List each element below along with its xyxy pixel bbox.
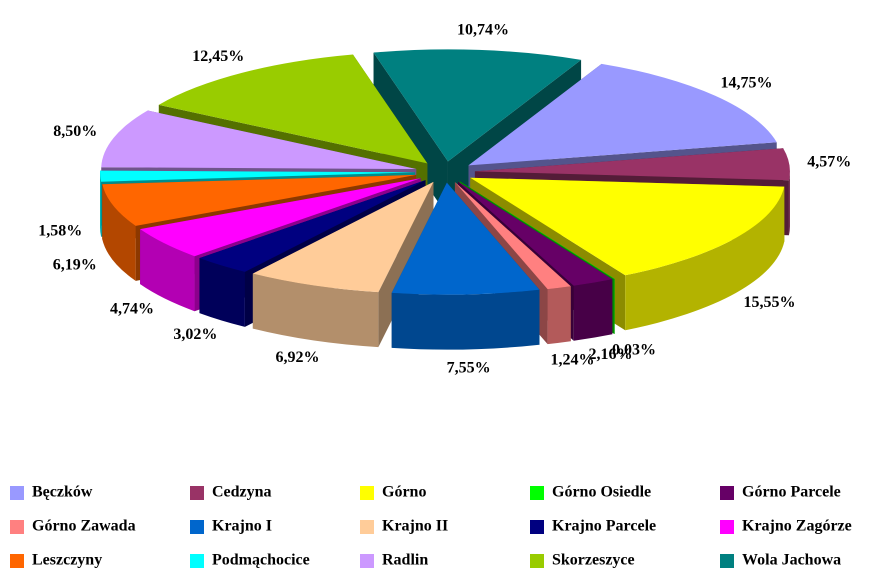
data-label: 3,02%: [173, 326, 217, 343]
legend-swatch: [530, 554, 544, 568]
legend-label: Wola Jachowa: [742, 552, 841, 569]
legend-swatch: [190, 554, 204, 568]
slice: [100, 170, 416, 182]
slice-side: [788, 171, 790, 236]
slice-side: [102, 184, 136, 281]
legend-swatch: [360, 554, 374, 568]
data-label: 1,58%: [38, 222, 82, 239]
legend-swatch: [10, 554, 24, 568]
data-label: 12,45%: [192, 48, 244, 65]
legend-label: Cedzyna: [212, 484, 272, 501]
data-label: 10,74%: [457, 21, 509, 38]
slice-side: [573, 279, 613, 341]
legend-label: Górno Osiedle: [552, 484, 651, 501]
legend-label: Podmąchocice: [212, 552, 310, 569]
legend-label: Radlin: [382, 552, 428, 569]
legend-swatch: [720, 554, 734, 568]
legend-swatch: [190, 486, 204, 500]
slice: [459, 181, 615, 279]
slice: [470, 177, 785, 276]
data-label: 4,74%: [110, 300, 154, 317]
legend-swatch: [360, 486, 374, 500]
slice: [457, 181, 613, 286]
slice-side: [199, 258, 245, 327]
legend-label: Górno: [382, 484, 426, 501]
slice-side: [625, 186, 785, 331]
legend-label: Krajno I: [212, 518, 272, 535]
legend-swatch: [530, 486, 544, 500]
slice-side: [614, 278, 615, 334]
slice: [454, 182, 571, 290]
legend-label: Skorzeszyce: [552, 552, 635, 569]
slice: [468, 63, 777, 166]
slice: [199, 180, 426, 272]
data-label: 2,16%: [588, 346, 632, 363]
legend-label: Górno Zawada: [32, 518, 136, 535]
slice-wall: [373, 52, 448, 217]
legend-swatch: [10, 520, 24, 534]
slice: [373, 49, 582, 162]
legend-swatch: [190, 520, 204, 534]
legend-swatch: [360, 520, 374, 534]
slice-side: [391, 289, 540, 350]
slice-side: [547, 286, 571, 345]
slice-side: [252, 273, 379, 348]
slice: [101, 110, 417, 170]
data-label: 6,19%: [53, 257, 97, 274]
data-label: 14,75%: [721, 74, 773, 91]
legend-label: Górno Parcele: [742, 484, 841, 501]
data-label: 6,92%: [275, 349, 319, 366]
slice-side: [140, 229, 195, 312]
slice: [102, 174, 417, 226]
legend-label: Krajno II: [382, 518, 448, 535]
slice: [140, 178, 421, 257]
legend-label: Krajno Parcele: [552, 518, 656, 535]
data-label: 0,03%: [612, 341, 656, 358]
legend-label: Leszczyny: [32, 552, 102, 569]
data-label: 4,57%: [807, 154, 851, 171]
legend-swatch: [720, 520, 734, 534]
legend-label: Bęczków: [32, 484, 93, 501]
legend-swatch: [720, 486, 734, 500]
legend-swatch: [10, 486, 24, 500]
data-label: 8,50%: [53, 123, 97, 140]
slice: [252, 181, 434, 293]
legend-label: Krajno Zagórze: [742, 518, 852, 535]
slice-side: [100, 172, 102, 237]
slice: [474, 148, 790, 181]
data-label: 7,55%: [447, 359, 491, 376]
data-label: 1,24%: [550, 352, 594, 369]
legend-swatch: [530, 520, 544, 534]
slice: [158, 54, 428, 164]
slice: [391, 182, 540, 295]
data-label: 15,55%: [744, 294, 796, 311]
